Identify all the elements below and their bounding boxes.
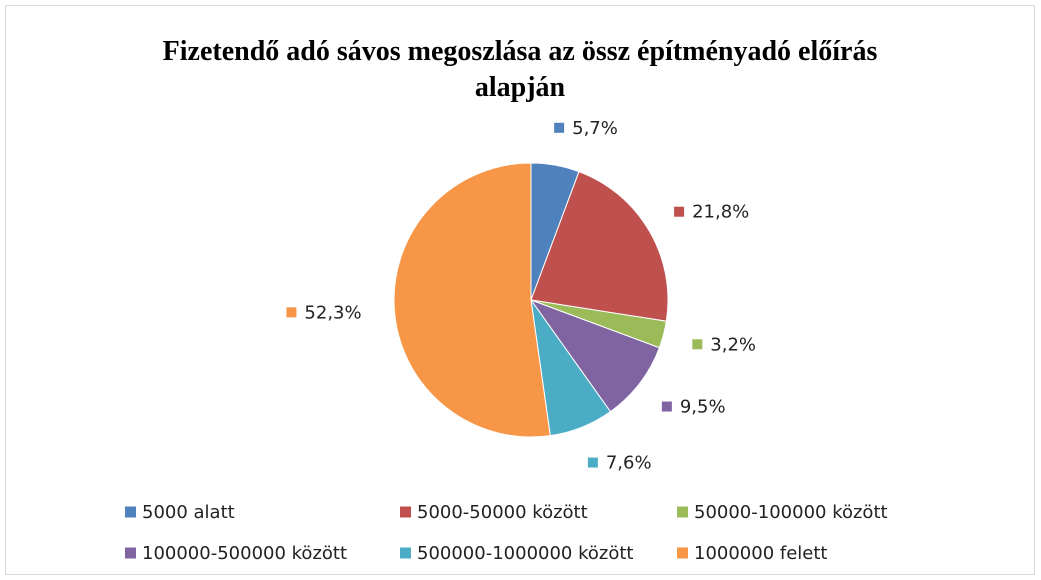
data-label-marker (661, 401, 672, 412)
data-label: 5,7% (572, 118, 618, 139)
legend-marker (400, 547, 411, 559)
chart-title: Fizetendő adó sávos megoszlása az össz é… (162, 36, 878, 103)
data-label-marker (587, 457, 598, 468)
legend-marker (125, 506, 136, 518)
pie-slice (393, 162, 551, 438)
legend-label: 500000-1000000 között (417, 543, 633, 564)
legend-label: 1000000 felett (694, 543, 828, 564)
data-label-marker (674, 206, 685, 217)
data-label-marker (554, 122, 565, 133)
legend-marker (677, 506, 688, 518)
legend-label: 5000 alatt (142, 502, 235, 523)
legend-marker (677, 547, 688, 559)
pie-slice (530, 171, 669, 322)
legend-marker (400, 506, 411, 518)
data-label-marker (286, 307, 297, 318)
data-label: 21,8% (692, 202, 749, 223)
data-label: 7,6% (606, 453, 652, 474)
data-label: 9,5% (680, 397, 726, 418)
data-label: 3,2% (710, 334, 756, 355)
pie-slice (529, 298, 661, 413)
legend-label: 100000-500000 között (142, 543, 347, 564)
chart-frame (5, 5, 1035, 575)
legend-marker (125, 547, 136, 559)
data-label-marker (692, 339, 703, 350)
data-label: 52,3% (304, 302, 361, 323)
legend-label: 5000-50000 között (417, 502, 588, 523)
legend-label: 50000-100000 között (694, 502, 888, 523)
